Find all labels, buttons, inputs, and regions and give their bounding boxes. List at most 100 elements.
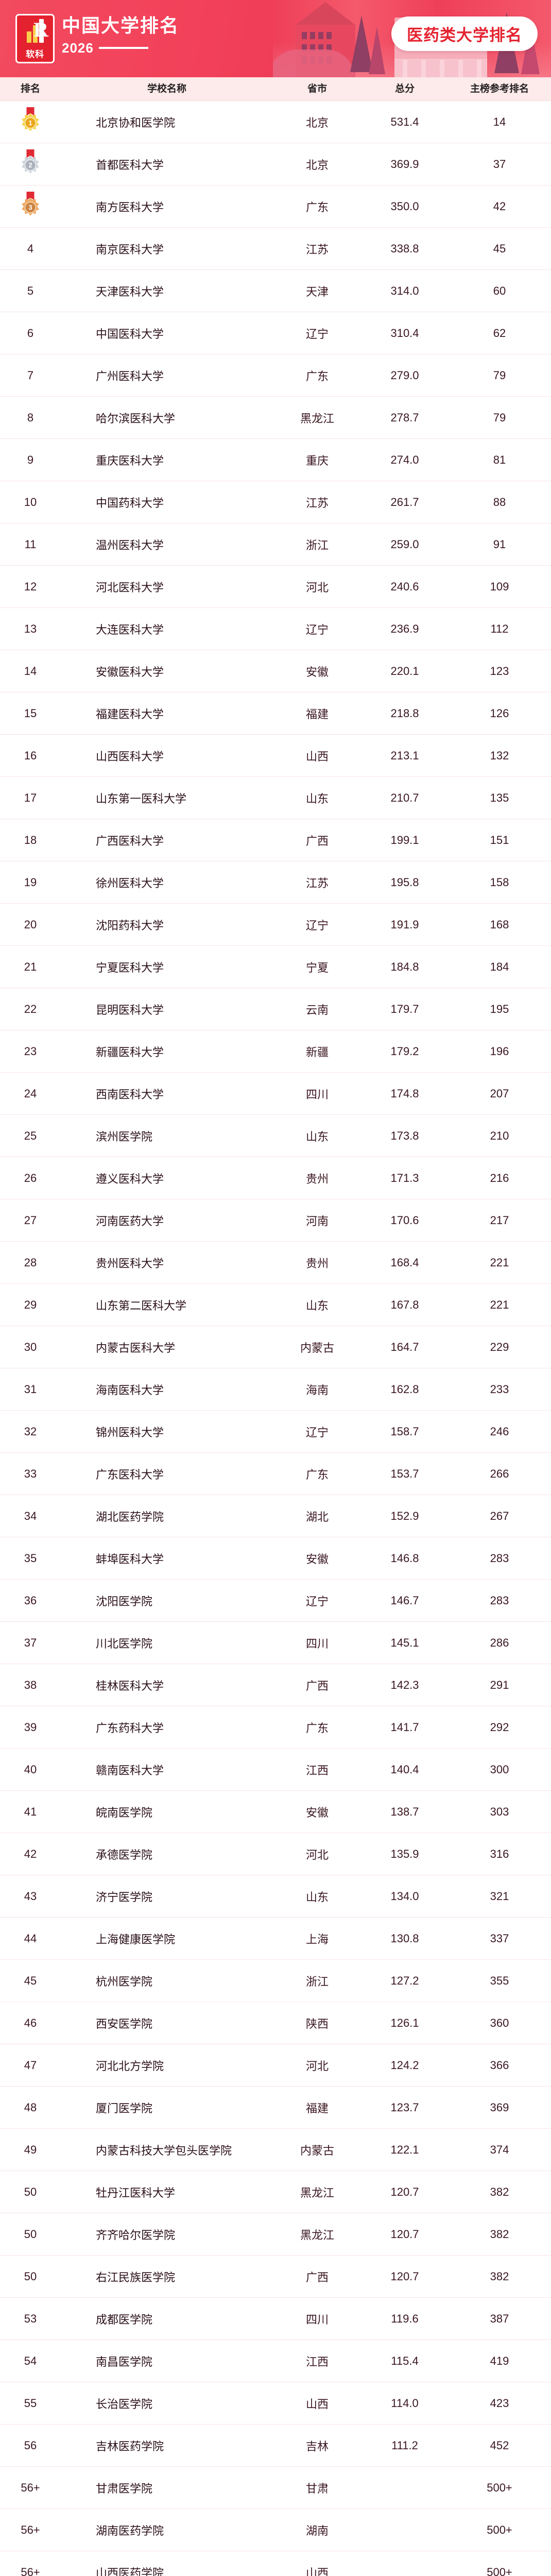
table-row[interactable]: 10 中国药科大学 江苏 261.7 88 — [0, 481, 551, 523]
table-row[interactable]: 15 福建医科大学 福建 218.8 126 — [0, 692, 551, 735]
table-row[interactable]: 29 山东第二医科大学 山东 167.8 221 — [0, 1284, 551, 1326]
table-row[interactable]: 47 河北北方学院 河北 124.2 366 — [0, 2044, 551, 2087]
table-row[interactable]: 40 赣南医科大学 江西 140.4 300 — [0, 1749, 551, 1791]
table-row[interactable]: 20 沈阳药科大学 辽宁 191.9 168 — [0, 904, 551, 946]
university-name-cell[interactable]: 杭州医学院 — [96, 1975, 153, 1988]
university-name-cell[interactable]: 山西医药学院 — [96, 2566, 164, 2576]
table-row[interactable]: 17 山东第一医科大学 山东 210.7 135 — [0, 777, 551, 819]
university-name-cell[interactable]: 北京协和医学院 — [96, 116, 176, 129]
university-name-cell[interactable]: 内蒙古医科大学 — [96, 1341, 176, 1354]
table-row[interactable]: 8 哈尔滨医科大学 黑龙江 278.7 79 — [0, 397, 551, 439]
university-name-cell[interactable]: 沈阳医学院 — [96, 1595, 153, 1608]
table-row[interactable]: 56+ 湖南医药学院 湖南 500+ — [0, 2509, 551, 2551]
table-row[interactable]: 25 滨州医学院 山东 173.8 210 — [0, 1115, 551, 1157]
table-row[interactable]: 22 昆明医科大学 云南 179.7 195 — [0, 988, 551, 1030]
table-row[interactable]: 2 首都医科大学 北京 369.9 37 — [0, 143, 551, 185]
university-name-cell[interactable]: 承德医学院 — [96, 1848, 153, 1861]
university-name-cell[interactable]: 南京医科大学 — [96, 243, 164, 256]
table-row[interactable]: 37 川北医学院 四川 145.1 286 — [0, 1622, 551, 1664]
university-name-cell[interactable]: 海南医科大学 — [96, 1383, 164, 1397]
table-row[interactable]: 12 河北医科大学 河北 240.6 109 — [0, 566, 551, 608]
university-name-cell[interactable]: 安徽医科大学 — [96, 665, 164, 679]
university-name-cell[interactable]: 广东药科大学 — [96, 1721, 164, 1735]
table-row[interactable]: 56 吉林医药学院 吉林 111.2 452 — [0, 2425, 551, 2467]
university-name-cell[interactable]: 广州医科大学 — [96, 369, 164, 383]
university-name-cell[interactable]: 川北医学院 — [96, 1637, 153, 1650]
table-row[interactable]: 14 安徽医科大学 安徽 220.1 123 — [0, 650, 551, 692]
table-row[interactable]: 31 海南医科大学 海南 162.8 233 — [0, 1368, 551, 1411]
university-name-cell[interactable]: 厦门医学院 — [96, 2102, 153, 2115]
table-row[interactable]: 4 南京医科大学 江苏 338.8 45 — [0, 228, 551, 270]
university-name-cell[interactable]: 吉林医药学院 — [96, 2439, 164, 2453]
university-name-cell[interactable]: 遵义医科大学 — [96, 1172, 164, 1185]
table-row[interactable]: 33 广东医科大学 广东 153.7 266 — [0, 1453, 551, 1495]
university-name-cell[interactable]: 济宁医学院 — [96, 1890, 153, 1904]
university-name-cell[interactable]: 哈尔滨医科大学 — [96, 412, 176, 425]
university-name-cell[interactable]: 南昌医学院 — [96, 2355, 153, 2368]
university-name-cell[interactable]: 成都医学院 — [96, 2313, 153, 2326]
table-row[interactable]: 7 广州医科大学 广东 279.0 79 — [0, 354, 551, 397]
university-name-cell[interactable]: 山西医科大学 — [96, 750, 164, 763]
university-name-cell[interactable]: 湖南医药学院 — [96, 2524, 164, 2537]
university-name-cell[interactable]: 河南医药大学 — [96, 1214, 164, 1228]
university-name-cell[interactable]: 西南医科大学 — [96, 1088, 164, 1101]
university-name-cell[interactable]: 齐齐哈尔医学院 — [96, 2228, 176, 2242]
university-name-cell[interactable]: 福建医科大学 — [96, 707, 164, 721]
university-name-cell[interactable]: 广西医科大学 — [96, 834, 164, 848]
university-name-cell[interactable]: 昆明医科大学 — [96, 1003, 164, 1016]
university-name-cell[interactable]: 南方医科大学 — [96, 200, 164, 214]
university-name-cell[interactable]: 徐州医科大学 — [96, 876, 164, 890]
university-name-cell[interactable]: 甘肃医学院 — [96, 2482, 153, 2495]
university-name-cell[interactable]: 锦州医科大学 — [96, 1426, 164, 1439]
table-row[interactable]: 50 右江民族医学院 广西 120.7 382 — [0, 2256, 551, 2298]
university-name-cell[interactable]: 重庆医科大学 — [96, 454, 164, 467]
university-name-cell[interactable]: 赣南医科大学 — [96, 1764, 164, 1777]
table-row[interactable]: 48 厦门医学院 福建 123.7 369 — [0, 2087, 551, 2129]
table-row[interactable]: 16 山西医科大学 山西 213.1 132 — [0, 735, 551, 777]
table-row[interactable]: 26 遵义医科大学 贵州 171.3 216 — [0, 1157, 551, 1199]
university-name-cell[interactable]: 大连医科大学 — [96, 623, 164, 636]
table-row[interactable]: 53 成都医学院 四川 119.6 387 — [0, 2298, 551, 2340]
table-row[interactable]: 34 湖北医药学院 湖北 152.9 267 — [0, 1495, 551, 1537]
table-row[interactable]: 36 沈阳医学院 辽宁 146.7 283 — [0, 1580, 551, 1622]
university-name-cell[interactable]: 广东医科大学 — [96, 1468, 164, 1481]
table-row[interactable]: 56+ 山西医药学院 山西 500+ — [0, 2551, 551, 2576]
table-row[interactable]: 11 温州医科大学 浙江 259.0 91 — [0, 523, 551, 566]
table-row[interactable]: 6 中国医科大学 辽宁 310.4 62 — [0, 312, 551, 354]
table-row[interactable]: 56+ 甘肃医学院 甘肃 500+ — [0, 2467, 551, 2509]
table-row[interactable]: 18 广西医科大学 广西 199.1 151 — [0, 819, 551, 861]
university-name-cell[interactable]: 长治医学院 — [96, 2397, 153, 2411]
table-row[interactable]: 41 皖南医学院 安徽 138.7 303 — [0, 1791, 551, 1833]
university-name-cell[interactable]: 宁夏医科大学 — [96, 961, 164, 974]
table-row[interactable]: 28 贵州医科大学 贵州 168.4 221 — [0, 1242, 551, 1284]
table-row[interactable]: 21 宁夏医科大学 宁夏 184.8 184 — [0, 946, 551, 988]
table-row[interactable]: 3 南方医科大学 广东 350.0 42 — [0, 185, 551, 228]
university-name-cell[interactable]: 右江民族医学院 — [96, 2270, 176, 2284]
table-row[interactable]: 9 重庆医科大学 重庆 274.0 81 — [0, 439, 551, 481]
university-name-cell[interactable]: 桂林医科大学 — [96, 1679, 164, 1692]
university-name-cell[interactable]: 滨州医学院 — [96, 1130, 153, 1143]
university-name-cell[interactable]: 山东第二医科大学 — [96, 1299, 187, 1312]
table-row[interactable]: 24 西南医科大学 四川 174.8 207 — [0, 1073, 551, 1115]
table-row[interactable]: 19 徐州医科大学 江苏 195.8 158 — [0, 861, 551, 904]
university-name-cell[interactable]: 湖北医药学院 — [96, 1510, 164, 1523]
university-name-cell[interactable]: 新疆医科大学 — [96, 1045, 164, 1059]
category-pill[interactable]: 医药类大学排名 — [391, 16, 538, 51]
university-name-cell[interactable]: 西安医学院 — [96, 2017, 153, 2030]
university-name-cell[interactable]: 首都医科大学 — [96, 158, 164, 172]
table-row[interactable]: 44 上海健康医学院 上海 130.8 337 — [0, 1918, 551, 1960]
table-row[interactable]: 39 广东药科大学 广东 141.7 292 — [0, 1706, 551, 1749]
university-name-cell[interactable]: 蚌埠医科大学 — [96, 1552, 164, 1566]
table-row[interactable]: 32 锦州医科大学 辽宁 158.7 246 — [0, 1411, 551, 1453]
table-row[interactable]: 1 北京协和医学院 北京 531.4 14 — [0, 101, 551, 143]
university-name-cell[interactable]: 内蒙古科技大学包头医学院 — [96, 2144, 232, 2157]
table-row[interactable]: 30 内蒙古医科大学 内蒙古 164.7 229 — [0, 1326, 551, 1368]
table-row[interactable]: 27 河南医药大学 河南 170.6 217 — [0, 1199, 551, 1242]
table-row[interactable]: 49 内蒙古科技大学包头医学院 内蒙古 122.1 374 — [0, 2129, 551, 2171]
table-row[interactable]: 55 长治医学院 山西 114.0 423 — [0, 2382, 551, 2425]
table-row[interactable]: 50 牡丹江医科大学 黑龙江 120.7 382 — [0, 2171, 551, 2213]
university-name-cell[interactable]: 河北北方学院 — [96, 2059, 164, 2073]
university-name-cell[interactable]: 沈阳药科大学 — [96, 919, 164, 932]
university-name-cell[interactable]: 牡丹江医科大学 — [96, 2186, 176, 2199]
table-row[interactable]: 35 蚌埠医科大学 安徽 146.8 283 — [0, 1537, 551, 1580]
